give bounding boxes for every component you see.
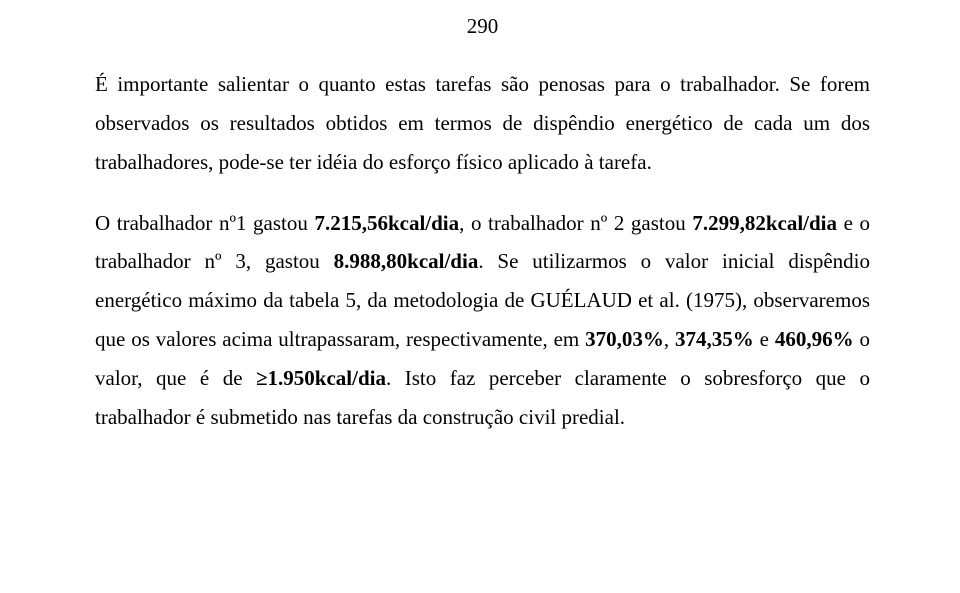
bold-value: 8.988,80kcal/dia — [334, 249, 479, 273]
text-run: O trabalhador nº1 gastou — [95, 211, 314, 235]
page-number: 290 — [95, 14, 870, 39]
bold-value: 370,03% — [585, 327, 664, 351]
paragraph-2: O trabalhador nº1 gastou 7.215,56kcal/di… — [95, 204, 870, 437]
text-run: , o trabalhador nº 2 gastou — [459, 211, 692, 235]
bold-value: 7.215,56kcal/dia — [314, 211, 459, 235]
document-page: 290 É importante salientar o quanto esta… — [0, 0, 960, 457]
text-run: e — [754, 327, 775, 351]
paragraph-1: É importante salientar o quanto estas ta… — [95, 65, 870, 182]
text-run: , — [664, 327, 675, 351]
bold-value: ≥1.950kcal/dia — [256, 366, 386, 390]
bold-value: 7.299,82kcal/dia — [692, 211, 837, 235]
bold-value: 374,35% — [675, 327, 754, 351]
bold-value: 460,96% — [775, 327, 854, 351]
